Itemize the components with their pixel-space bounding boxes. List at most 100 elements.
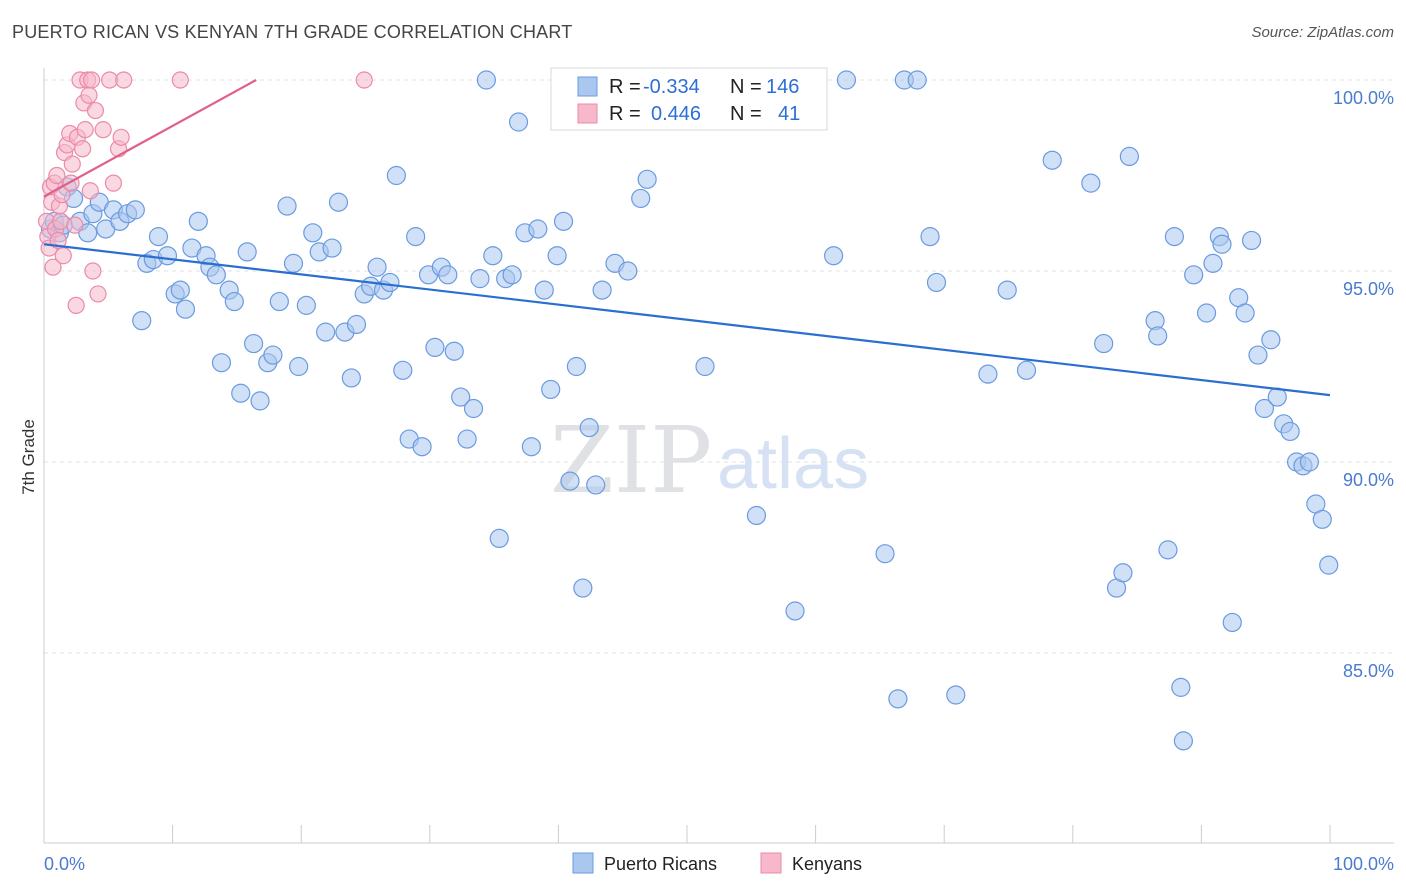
- watermark: ZIP atlas: [550, 407, 869, 514]
- axes-layer: [43, 68, 1394, 844]
- puerto-rican-point-41: [296, 295, 316, 315]
- puerto-rican-point-132: [1235, 303, 1255, 323]
- stats-legend: R = -0.334 N = 146 R = 0.446 N = 41: [550, 67, 828, 131]
- y-tick-label-100: 100.0%: [1333, 88, 1394, 108]
- puerto-rican-point-145: [1319, 555, 1339, 575]
- puerto-rican-point-28: [211, 353, 232, 373]
- puerto-rican-point-96: [746, 505, 767, 526]
- legend-r-value-pink: 0.446: [651, 103, 701, 125]
- puerto-rican-point-117: [1113, 563, 1133, 583]
- puerto-rican-point-89: [618, 261, 638, 281]
- puerto-rican-point-49: [346, 314, 367, 335]
- puerto-rican-point-18: [148, 227, 169, 247]
- puerto-rican-point-125: [1184, 265, 1204, 285]
- puerto-rican-point-58: [406, 227, 426, 247]
- puerto-rican-point-80: [547, 246, 567, 266]
- kenyan-point-32: [89, 285, 107, 303]
- puerto-rican-trend-line: [43, 243, 1331, 397]
- puerto-rican-point-83: [566, 356, 587, 377]
- kenyan-point-25: [76, 121, 94, 139]
- kenyan-point-31: [86, 101, 105, 120]
- puerto-rican-point-52: [367, 257, 387, 277]
- y-tick-label-85: 85.0%: [1343, 661, 1394, 681]
- puerto-rican-point-79: [541, 379, 561, 400]
- kenyan-point-29: [82, 71, 101, 89]
- kenyan-point-27: [80, 86, 98, 104]
- puerto-rican-point-111: [997, 280, 1017, 300]
- puerto-rican-point-69: [476, 70, 496, 90]
- puerto-rican-point-44: [316, 322, 336, 342]
- y-tick-label-90: 90.0%: [1343, 470, 1394, 490]
- puerto-rican-point-135: [1254, 398, 1275, 419]
- puerto-rican-point-84: [573, 578, 593, 598]
- kenyan-point-33: [94, 121, 112, 139]
- legend-swatch-blue: [577, 76, 598, 97]
- puerto-rican-point-63: [438, 265, 458, 285]
- puerto-rican-point-70: [483, 246, 503, 266]
- puerto-rican-point-81: [553, 211, 574, 231]
- puerto-rican-point-133: [1241, 230, 1262, 251]
- kenyan-point-18: [63, 155, 81, 173]
- kenyan-point-8: [48, 166, 66, 185]
- puerto-rican-point-14: [125, 200, 145, 220]
- puerto-rican-point-113: [1042, 150, 1062, 170]
- kenyan-point-39: [171, 71, 189, 89]
- puerto-rican-point-64: [444, 341, 464, 361]
- legend-swatch-pink: [577, 103, 598, 124]
- puerto-rican-point-98: [785, 601, 805, 621]
- puerto-rican-point-94: [695, 356, 715, 377]
- kenyan-point-20: [67, 296, 85, 314]
- puerto-rican-point-39: [283, 253, 304, 273]
- puerto-rican-point-34: [250, 391, 270, 411]
- kenyan-point-37: [112, 128, 130, 146]
- puerto-rican-point-30: [224, 291, 244, 312]
- trend-lines: [43, 79, 1331, 397]
- puerto-rican-point-27: [206, 265, 226, 285]
- puerto-rican-point-109: [946, 685, 966, 705]
- watermark-atlas: atlas: [717, 424, 869, 504]
- puerto-rican-point-114: [1081, 173, 1101, 193]
- puerto-rican-point-56: [393, 360, 413, 380]
- series-legend-label-puerto-ricans: Puerto Ricans: [604, 854, 717, 874]
- puerto-rican-point-139: [1280, 421, 1300, 442]
- kenyan-point-30: [84, 262, 102, 280]
- grid-layer: [44, 79, 1394, 654]
- puerto-rican-point-38: [277, 196, 297, 216]
- puerto-rican-point-101: [824, 246, 844, 266]
- source-label: Source: ZipAtlas.com: [1251, 24, 1394, 41]
- kenyan-point-38: [115, 71, 133, 89]
- puerto-rican-point-115: [1094, 333, 1114, 354]
- puerto-rican-point-46: [328, 192, 349, 212]
- puerto-rican-point-19: [157, 246, 178, 266]
- puerto-rican-point-130: [1222, 612, 1242, 633]
- legend-n-value-blue: 146: [766, 76, 799, 98]
- puerto-rican-point-126: [1196, 303, 1217, 323]
- legend-r-value-blue: -0.334: [643, 76, 700, 98]
- puerto-rican-point-33: [244, 333, 264, 354]
- kenyan-point-19: [66, 216, 84, 234]
- puerto-rican-point-31: [231, 383, 251, 403]
- chart-title: PUERTO RICAN VS KENYAN 7TH GRADE CORRELA…: [12, 22, 573, 42]
- kenyan-point-35: [104, 174, 123, 192]
- puerto-rican-point-118: [1119, 146, 1139, 166]
- puerto-rican-point-103: [875, 544, 895, 564]
- puerto-rican-point-107: [920, 227, 940, 247]
- puerto-rican-point-45: [322, 238, 342, 258]
- legend-r-label-blue: R =: [609, 76, 641, 98]
- puerto-rican-point-104: [888, 689, 908, 709]
- puerto-rican-point-122: [1164, 227, 1184, 247]
- puerto-rican-point-82: [560, 471, 580, 491]
- puerto-rican-point-142: [1299, 452, 1320, 472]
- puerto-rican-point-129: [1212, 234, 1232, 254]
- puerto-rican-point-65: [451, 387, 471, 407]
- puerto-rican-point-24: [188, 211, 208, 231]
- puerto-rican-point-120: [1148, 326, 1168, 346]
- series-legend-swatch-kenyans: [760, 852, 782, 874]
- puerto-rican-point-112: [1016, 360, 1037, 380]
- legend-r-label-pink: R =: [609, 103, 641, 125]
- puerto-rican-point-108: [926, 272, 947, 293]
- puerto-rican-point-21: [170, 280, 190, 300]
- puerto-rican-point-106: [907, 70, 927, 90]
- kenyan-trend-line: [43, 79, 257, 198]
